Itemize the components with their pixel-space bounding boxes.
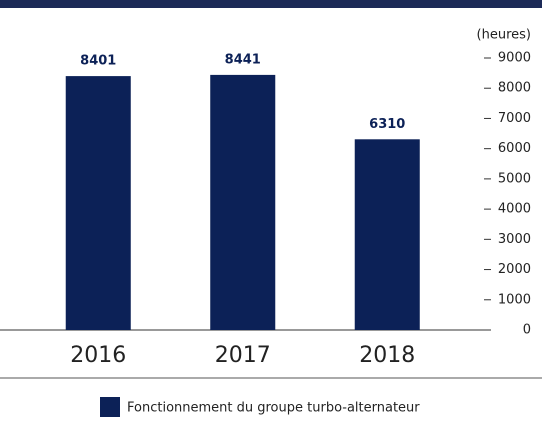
bar (354, 139, 420, 330)
y-tick-label: 0 (523, 323, 531, 338)
y-tick-label: 1000 (498, 292, 531, 307)
bar (65, 76, 131, 330)
y-axis-label: (heures) (477, 28, 531, 43)
y-tick-label: 8000 (498, 81, 531, 96)
data-label: 8401 (80, 54, 116, 69)
data-label: 6310 (369, 117, 405, 132)
y-tick-label: 7000 (498, 111, 531, 126)
y-tick-label: 4000 (498, 202, 531, 217)
legend-label: Fonctionnement du groupe turbo-alternate… (127, 401, 420, 416)
legend-swatch (100, 397, 120, 417)
x-tick-label: 2016 (70, 343, 126, 368)
x-tick-label: 2017 (215, 343, 271, 368)
top-band (0, 0, 542, 8)
y-tick-label: 6000 (498, 141, 531, 156)
y-tick-label: 5000 (498, 171, 531, 186)
y-tick-label: 2000 (498, 262, 531, 277)
y-tick-label: 3000 (498, 232, 531, 247)
x-tick-label: 2018 (359, 343, 415, 368)
data-label: 8441 (225, 52, 261, 67)
y-tick-label: 9000 (498, 51, 531, 66)
bar (210, 74, 276, 330)
